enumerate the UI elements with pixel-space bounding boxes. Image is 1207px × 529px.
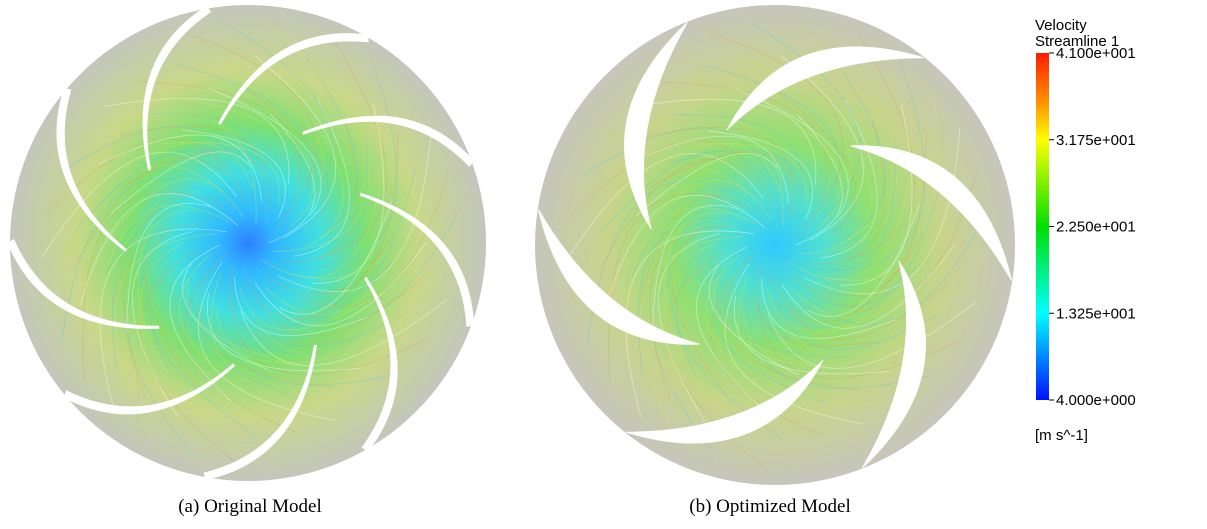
caption: (a) Original Model [178,496,322,517]
colorbar-label: 4.000e+000 [1056,392,1136,409]
colorbar-label: 4.100e+001 [1056,45,1136,62]
caption: (b) Optimized Model [689,496,850,517]
colorbar-label: 1.325e+001 [1056,305,1136,322]
figure: (a) Original Model (b) Optimized Model V… [0,0,1207,529]
impeller-original [8,5,486,481]
legend-unit: [m s^-1] [1035,427,1088,444]
colorbar [1036,53,1049,400]
colorbar-label: 3.175e+001 [1056,132,1136,149]
legend-title: Velocity [1035,17,1087,34]
colorbar-label: 2.250e+001 [1056,219,1136,236]
impeller-optimized [529,5,1021,485]
